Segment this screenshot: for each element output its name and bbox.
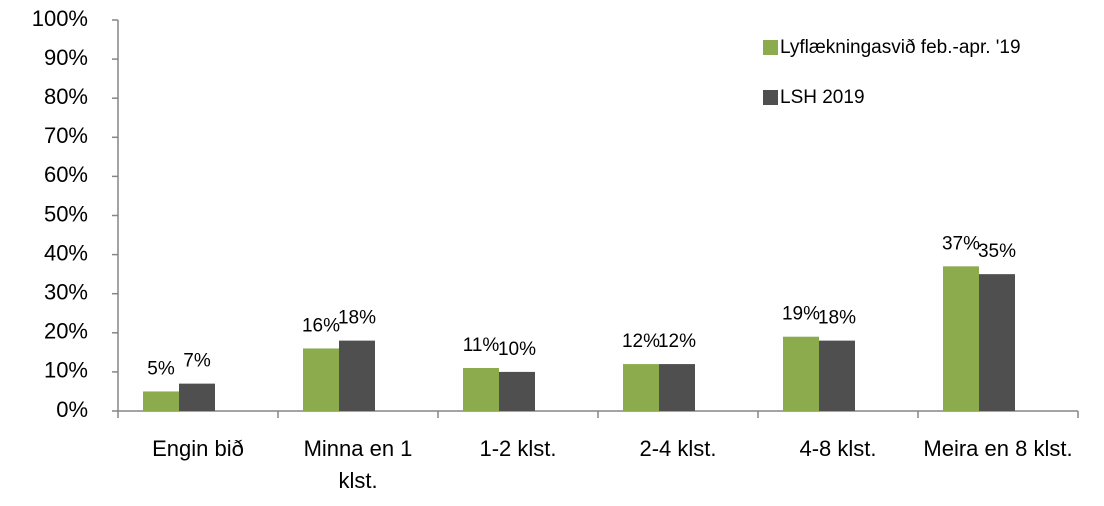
value-label: 18% — [818, 308, 856, 329]
value-label: 18% — [338, 308, 376, 329]
bar — [499, 371, 535, 411]
value-label: 7% — [183, 351, 211, 372]
bar — [303, 348, 339, 411]
y-tick-label: 50% — [44, 201, 88, 226]
x-tick-label: Minna en 1 klst. — [303, 436, 413, 493]
legend-swatch — [763, 40, 778, 55]
bar — [979, 274, 1015, 411]
value-label: 19% — [782, 304, 820, 325]
y-tick-label: 0% — [56, 397, 88, 422]
y-tick-label: 90% — [44, 45, 88, 70]
bar — [179, 383, 215, 411]
value-label: 37% — [942, 233, 980, 254]
legend-swatch — [763, 90, 778, 105]
bar — [623, 364, 659, 411]
x-tick-label: Meira en 8 klst. — [923, 436, 1073, 461]
bar — [783, 336, 819, 411]
x-tick-label: 4-8 klst. — [799, 436, 877, 461]
y-tick-label: 20% — [44, 319, 88, 344]
value-label: 10% — [498, 339, 536, 360]
bar — [943, 266, 979, 411]
bar — [339, 340, 375, 411]
value-label: 5% — [147, 358, 175, 379]
value-label: 16% — [302, 315, 340, 336]
y-tick-label: 80% — [44, 84, 88, 109]
y-tick-label: 70% — [44, 123, 88, 148]
legend-label: Lyflækningasvið feb.-apr. '19 — [780, 37, 1021, 58]
y-tick-label: 40% — [44, 240, 88, 265]
bar — [819, 340, 855, 411]
bar — [659, 364, 695, 411]
bar — [143, 391, 179, 411]
y-tick-label: 10% — [44, 358, 88, 383]
x-tick-label: 1-2 klst. — [479, 436, 557, 461]
value-label: 12% — [622, 331, 660, 352]
x-tick-label: Engin bið — [152, 436, 244, 461]
y-tick-label: 100% — [32, 6, 88, 31]
x-tick-label: 2-4 klst. — [639, 436, 717, 461]
bar — [463, 367, 499, 411]
y-tick-label: 30% — [44, 280, 88, 305]
value-label: 11% — [463, 335, 500, 356]
y-tick-label: 60% — [44, 162, 88, 187]
legend-label: LSH 2019 — [780, 87, 865, 108]
value-label: 35% — [978, 241, 1016, 262]
value-label: 12% — [658, 331, 696, 352]
